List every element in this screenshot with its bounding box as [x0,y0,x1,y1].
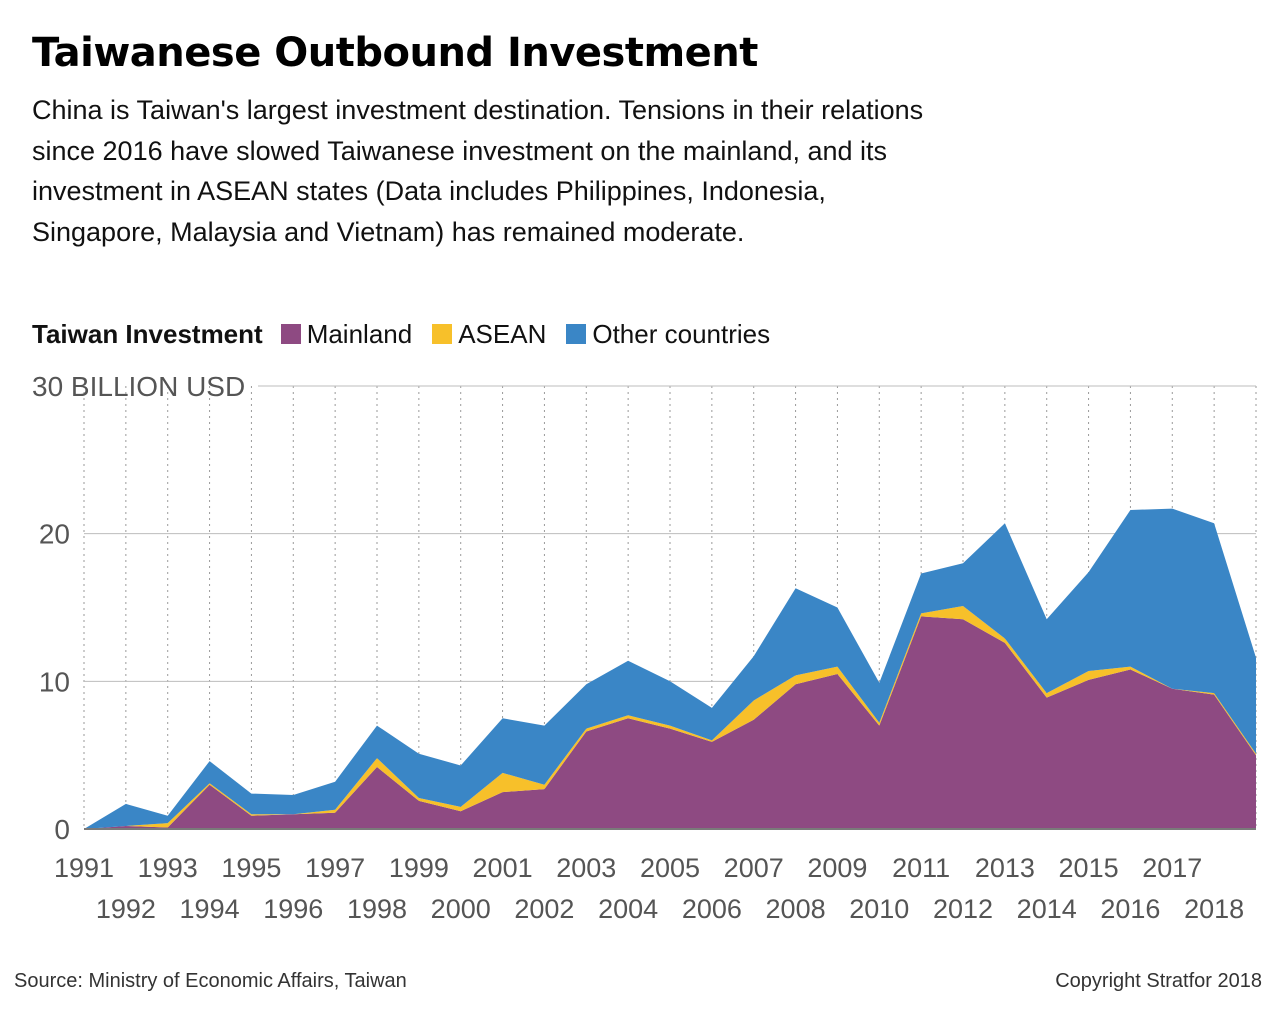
chart-title: Taiwanese Outbound Investment [32,30,758,76]
x-tick-label: 2006 [682,894,742,924]
legend: Taiwan Investment Mainland ASEAN Other c… [32,316,790,352]
legend-label-asean: ASEAN [458,318,547,349]
x-tick-label: 2012 [933,894,993,924]
legend-label-mainland: Mainland [306,318,413,349]
x-tick-label: 2010 [849,894,909,924]
legend-title: Taiwan Investment [32,318,263,349]
area-series-mainland [84,616,1256,829]
y-tick-label: 10 [39,666,70,697]
x-tick-label: 2004 [598,894,658,924]
x-tick-label: 2008 [766,894,826,924]
x-tick-label: 2005 [640,853,700,883]
legend-item-asean: ASEAN [432,319,546,350]
chart-subtitle: China is Taiwan's largest investment des… [32,95,924,247]
x-tick-label: 2000 [431,894,491,924]
copyright-note: Copyright Stratfor 2018 [1055,970,1262,992]
legend-swatch-asean [432,324,453,344]
legend-swatch-mainland [280,324,301,344]
x-tick-label: 2001 [473,853,533,883]
legend-label-other: Other countries [592,318,771,349]
y-tick-label: 20 [39,519,70,550]
x-tick-label: 1995 [221,853,281,883]
x-tick-label: 1992 [96,894,156,924]
x-tick-label: 2015 [1059,853,1119,883]
legend-item-mainland: Mainland [280,318,413,350]
x-tick-label: 2013 [975,853,1035,883]
x-tick-label: 1996 [263,894,323,924]
x-tick-label: 2003 [556,853,616,883]
y-tick-label: 30 BILLION USD [32,371,245,402]
x-tick-label: 1991 [54,853,114,883]
x-tick-label: 2009 [807,853,867,883]
x-tick-label: 2017 [1142,853,1202,883]
x-tick-label: 2018 [1184,894,1244,924]
x-tick-label: 2002 [514,894,574,924]
x-tick-label: 2007 [724,853,784,883]
area-series-other-countries [84,508,1256,829]
legend-swatch-other [566,324,587,344]
x-tick-label: 2014 [1017,894,1077,924]
legend-item-other: Other countries [566,319,770,350]
y-tick-label: 0 [54,814,70,845]
x-tick-label: 2011 [892,853,950,883]
x-tick-label: 1994 [180,894,240,924]
source-note: Source: Ministry of Economic Affairs, Ta… [14,970,407,992]
x-tick-label: 1999 [389,853,449,883]
x-tick-label: 2016 [1100,894,1160,924]
x-tick-label: 1997 [305,853,365,883]
x-tick-label: 1998 [347,894,407,924]
x-tick-label: 1993 [138,853,198,883]
